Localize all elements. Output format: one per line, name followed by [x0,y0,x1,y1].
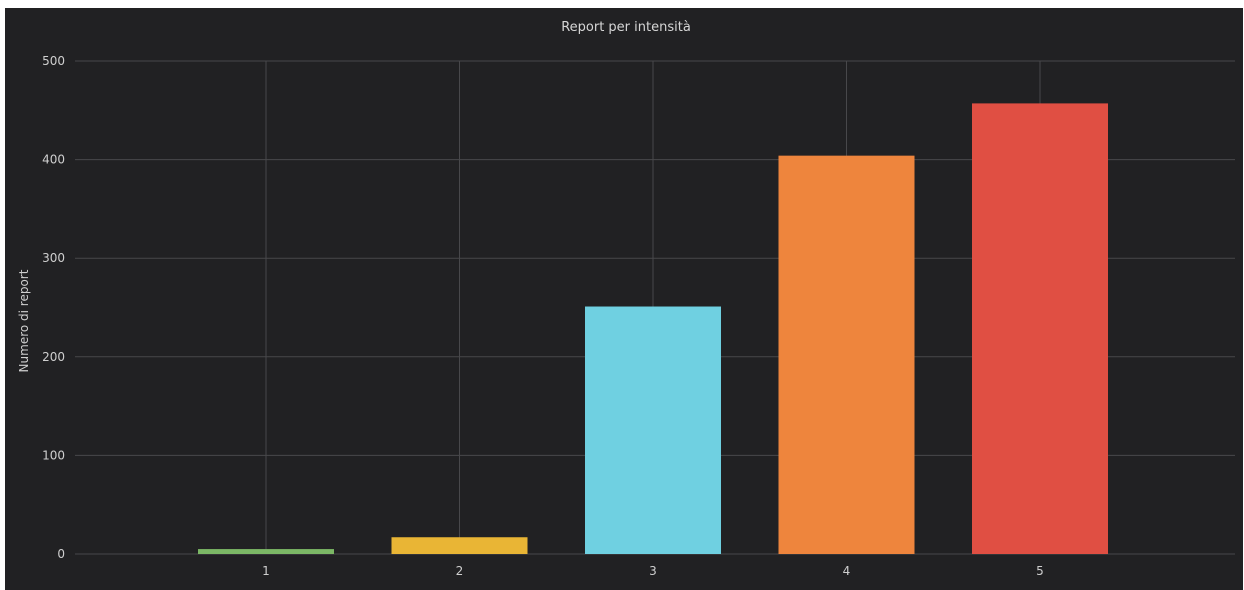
chart-panel: Report per intensità Numero di report 0 1… [5,8,1243,590]
bar-1 [198,549,334,554]
tick-labels: 0 100 200 300 400 500 1 2 3 4 5 [42,54,1044,578]
y-tick-label: 200 [42,350,65,364]
bar-2 [391,537,528,554]
x-tick-label: 2 [456,564,464,578]
x-tick-label: 4 [843,564,851,578]
y-tick-label: 100 [42,448,65,462]
bars [198,103,1108,554]
bar-5 [972,103,1108,554]
bar-chart: Report per intensità Numero di report 0 1… [17,20,1235,578]
x-tick-label: 5 [1036,564,1044,578]
chart-title: Report per intensità [561,20,691,35]
y-tick-label: 300 [42,251,65,265]
y-tick-label: 0 [57,547,65,561]
bar-4 [778,155,915,554]
y-axis-label: Numero di report [17,269,31,372]
y-tick-label: 400 [42,153,65,167]
y-tick-label: 500 [42,54,65,68]
x-tick-label: 1 [262,564,270,578]
x-tick-label: 3 [649,564,657,578]
bar-3 [585,306,721,554]
